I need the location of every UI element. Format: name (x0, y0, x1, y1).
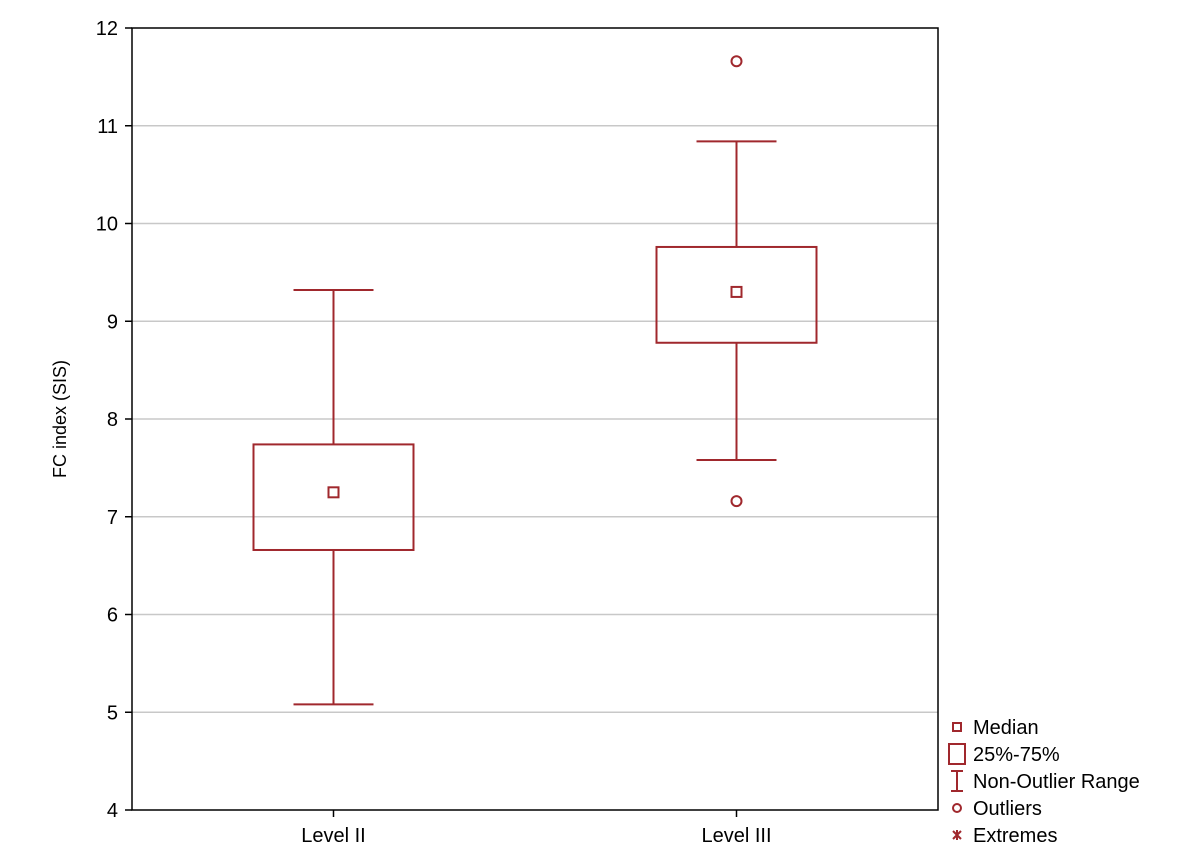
legend-median-icon (952, 722, 962, 732)
y-tick-label: 12 (96, 18, 118, 40)
y-tick-label: 10 (96, 214, 118, 236)
y-tick-label: 9 (107, 311, 118, 333)
legend-label: 25%-75% (973, 744, 1060, 766)
iqr-box (655, 245, 818, 344)
box-group-2 (655, 55, 818, 508)
axes: 4 5 6 7 8 9 10 11 12 Level II Level III (96, 18, 772, 847)
median-marker (730, 285, 743, 298)
legend: Median 25%-75% Non-Outlier Range Outliers Ex… (948, 717, 1140, 847)
x-tick-label: Level II (301, 825, 365, 847)
legend-item-whisker: Non-Outlier Range (951, 770, 1140, 793)
legend-item-extreme: Extremes (952, 825, 1057, 847)
y-tick-label: 4 (107, 800, 118, 822)
legend-label: Extremes (973, 825, 1057, 847)
legend-item-box: 25%-75% (948, 743, 1060, 766)
legend-item-median: Median (952, 717, 1039, 739)
iqr-box (252, 443, 415, 551)
grid-lines (132, 125, 938, 713)
y-tick-label: 11 (97, 116, 118, 138)
median-marker (327, 486, 340, 499)
y-tick-label: 8 (107, 409, 118, 431)
legend-label: Outliers (973, 798, 1042, 820)
legend-box-icon (948, 743, 966, 765)
legend-outlier-icon (952, 803, 962, 813)
outlier-point (730, 55, 743, 68)
box-plot-series (252, 55, 818, 706)
y-tick-label: 7 (107, 507, 118, 529)
legend-item-outlier: Outliers (952, 798, 1042, 820)
outlier-point (730, 495, 743, 508)
legend-label: Median (973, 717, 1039, 739)
box-group-1 (252, 288, 415, 706)
y-axis-title: FC index (SIS) (50, 360, 70, 478)
y-tick-label: 5 (107, 702, 118, 724)
legend-label: Non-Outlier Range (973, 771, 1140, 793)
x-tick-label: Level III (701, 825, 771, 847)
y-tick-label: 6 (107, 605, 118, 627)
